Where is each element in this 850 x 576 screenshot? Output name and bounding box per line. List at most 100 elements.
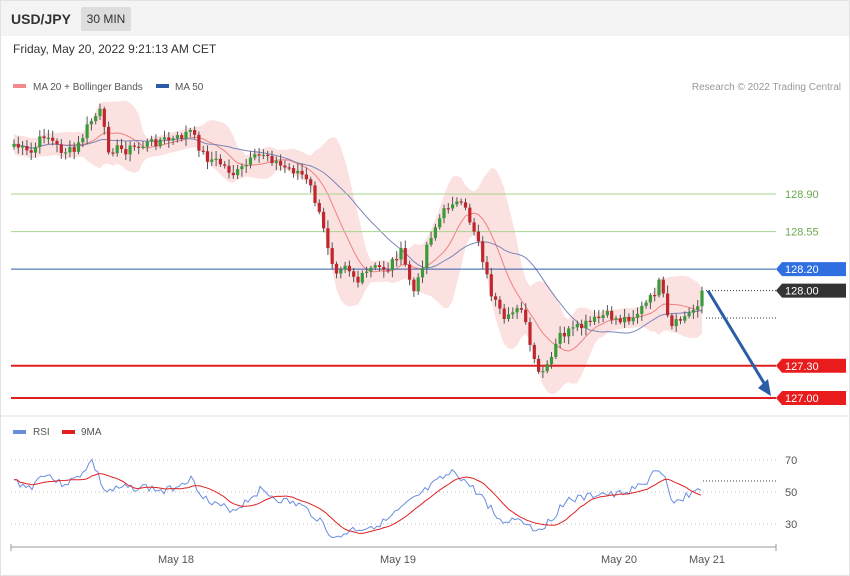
candle-bear xyxy=(59,144,63,153)
candle-bear xyxy=(42,136,46,139)
candle-bear xyxy=(55,140,59,145)
candle-bull xyxy=(605,310,609,316)
candle-bear xyxy=(102,108,106,127)
candle-bear xyxy=(154,139,158,147)
candle-bull xyxy=(81,138,85,143)
candle-bear xyxy=(502,308,506,319)
candle-bull xyxy=(601,315,605,319)
candle-bull xyxy=(451,204,455,209)
x-tick-label: May 18 xyxy=(158,554,194,566)
candle-bear xyxy=(218,158,222,165)
level-label-128-20: 128.20 xyxy=(785,264,819,276)
candle-bull xyxy=(640,305,644,314)
level-label-128-00: 128.00 xyxy=(785,286,819,298)
candle-bear xyxy=(618,318,622,323)
level-label-127-00: 127.00 xyxy=(785,393,819,405)
candle-bull xyxy=(373,265,377,268)
candle-bull xyxy=(399,248,403,260)
candle-bull xyxy=(691,309,695,313)
candle-bull xyxy=(575,323,579,328)
candle-bear xyxy=(352,271,356,277)
candle-bull xyxy=(360,272,364,283)
level-tag-128-00 xyxy=(776,283,846,298)
ma50-line xyxy=(13,138,703,334)
candle-bear xyxy=(494,296,498,300)
candle-bear xyxy=(377,265,382,267)
candle-bull xyxy=(236,169,240,176)
candle-bear xyxy=(124,149,128,155)
candle-bear xyxy=(610,310,614,320)
candle-bear xyxy=(330,248,334,264)
candle-bull xyxy=(545,364,549,372)
candle-bull xyxy=(657,279,661,296)
candle-bear xyxy=(313,185,317,203)
candle-bull xyxy=(89,121,93,125)
candle-bull xyxy=(700,290,704,307)
candle-bull xyxy=(210,159,214,162)
candle-bear xyxy=(597,316,601,319)
candle-bull xyxy=(33,146,38,153)
ma20-line xyxy=(13,132,703,352)
candle-bull xyxy=(687,312,691,317)
rsi-ma-legend-label: 9MA xyxy=(81,427,102,438)
candle-bull xyxy=(429,238,433,245)
candle-bear xyxy=(326,228,330,249)
candle-bull xyxy=(38,136,42,147)
candle-bull xyxy=(614,318,618,320)
chart-header: USD/JPY 30 MIN xyxy=(1,1,849,36)
candle-bear xyxy=(524,309,528,323)
candle-bear xyxy=(588,320,592,322)
candle-bear xyxy=(309,179,313,186)
timeframe-button[interactable]: 30 MIN xyxy=(81,7,131,31)
candle-bull xyxy=(558,332,562,344)
candle-bear xyxy=(119,145,124,150)
candle-bear xyxy=(287,167,291,169)
rsi-line xyxy=(13,458,702,539)
candle-bear xyxy=(528,322,532,345)
candle-bull xyxy=(592,316,597,322)
ma50-legend-swatch xyxy=(156,84,169,88)
candle-bear xyxy=(670,315,674,327)
candle-bull xyxy=(128,145,132,155)
candle-bear xyxy=(283,165,287,168)
candle-bear xyxy=(386,269,390,272)
x-tick-label: May 19 xyxy=(380,554,416,566)
candle-bull xyxy=(244,164,248,167)
candle-bear xyxy=(661,279,665,294)
candle-bull xyxy=(76,142,81,152)
candle-bear xyxy=(498,299,502,309)
ma20-legend-swatch xyxy=(13,84,26,88)
candle-bear xyxy=(51,137,55,141)
level-tag-127-00 xyxy=(776,391,846,405)
candle-bull xyxy=(674,319,678,327)
candle-bear xyxy=(201,150,205,152)
candle-bull xyxy=(214,158,218,161)
candle-bear xyxy=(562,332,566,337)
candle-bear xyxy=(167,137,171,141)
level-tag-127-30 xyxy=(776,358,846,373)
candle-bear xyxy=(356,276,360,283)
candle-bull xyxy=(12,143,16,147)
candle-bear xyxy=(137,146,141,148)
candle-bull xyxy=(158,139,162,147)
rsi-ma-line xyxy=(13,473,702,534)
candle-bull xyxy=(420,268,425,278)
candle-bear xyxy=(334,263,339,274)
candle-bull xyxy=(274,160,278,164)
candle-bear xyxy=(627,316,631,322)
candle-bear xyxy=(205,151,210,162)
candle-bull xyxy=(94,116,98,122)
candle-bull xyxy=(253,154,257,158)
candle-bull xyxy=(162,137,167,140)
candle-bull xyxy=(515,308,519,313)
candle-bull xyxy=(188,130,192,132)
rsi-legend-label: RSI xyxy=(33,427,50,438)
candle-bear xyxy=(193,130,197,135)
candle-bull xyxy=(511,312,515,315)
candle-bull xyxy=(64,152,68,154)
candle-bull xyxy=(635,313,640,318)
candle-bull xyxy=(554,343,558,357)
candle-bear xyxy=(459,201,463,203)
candle-bear xyxy=(223,164,227,166)
